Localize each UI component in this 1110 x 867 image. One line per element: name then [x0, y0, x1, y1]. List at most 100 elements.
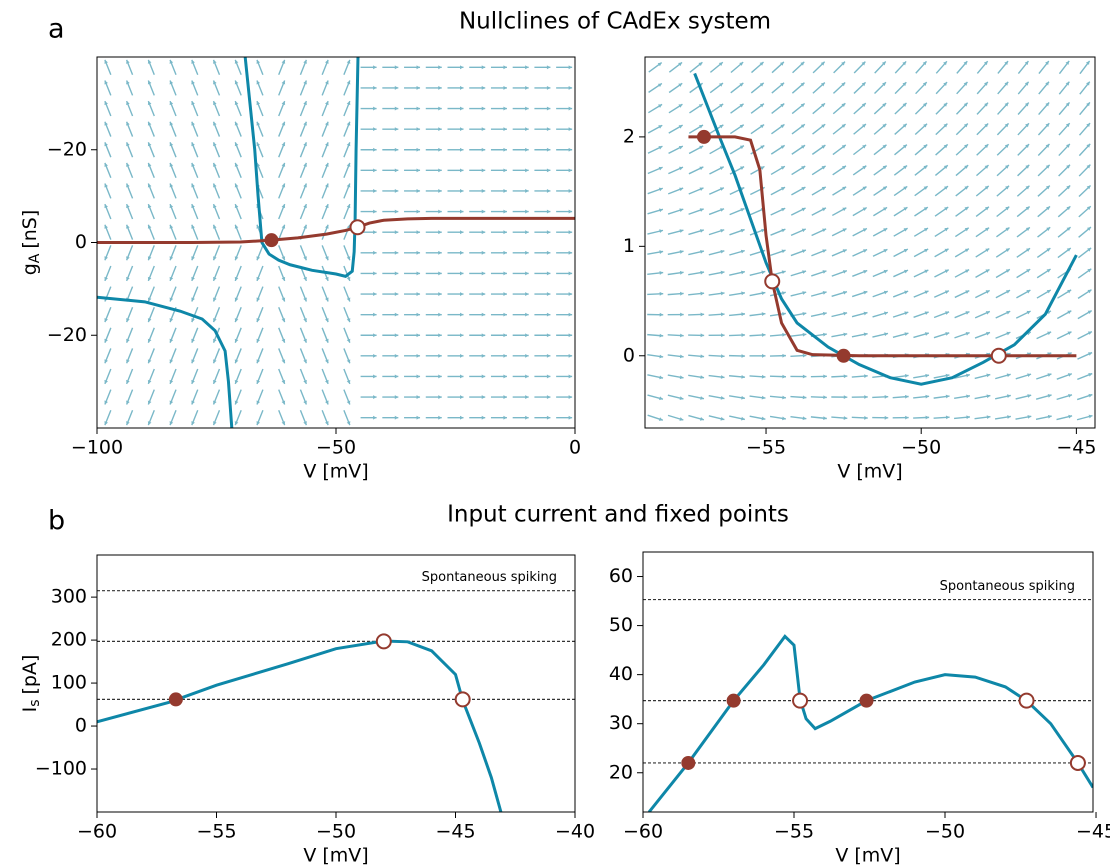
field-arrowhead [416, 395, 421, 400]
field-arrowhead [782, 416, 786, 421]
field-arrowhead [1047, 373, 1052, 377]
field-arrowhead [438, 209, 442, 214]
x-tick-label: −45 [435, 821, 475, 843]
field-arrowhead [719, 103, 724, 108]
field-arrowhead [346, 338, 351, 343]
unstable-point [764, 273, 781, 290]
field-arrowhead [658, 125, 663, 129]
field-arrowhead [679, 187, 684, 192]
field-arrowhead [985, 248, 990, 253]
field-arrowhead [416, 415, 421, 420]
field-arrowhead [801, 249, 806, 254]
x-tick-label: −50 [316, 821, 356, 843]
field-arrowhead [303, 224, 307, 229]
field-arrowhead [1065, 60, 1070, 65]
field-arrowhead [984, 81, 988, 86]
x-axis-label: V [mV] [835, 845, 900, 867]
field-arrowhead [191, 121, 195, 126]
field-arrowhead [481, 85, 486, 90]
field-arrowhead [863, 311, 868, 316]
field-arrowhead [699, 208, 704, 212]
field-arrowhead [394, 415, 399, 420]
field-arrowhead [394, 189, 399, 193]
field-arrowhead [1025, 206, 1030, 211]
field-arrowhead [659, 312, 664, 317]
y-tick-label: −20 [47, 324, 87, 346]
field-arrowhead [1046, 269, 1051, 273]
field-arrowhead [1045, 102, 1050, 107]
field-arrowhead [525, 353, 529, 358]
field-arrowhead [481, 189, 486, 193]
field-arrowhead [438, 168, 442, 173]
field-arrowhead [373, 230, 377, 235]
field-arrowhead [303, 204, 307, 209]
field-arrowhead [1046, 289, 1051, 294]
field-arrowhead [546, 415, 551, 420]
field-arrowhead [659, 333, 664, 338]
field-arrowhead [373, 374, 377, 379]
field-arrowhead [700, 333, 705, 338]
field-arrowhead [281, 121, 286, 126]
field-arrowhead [546, 312, 551, 317]
field-arrowhead [965, 269, 970, 273]
field-arrowhead [481, 333, 486, 338]
field-arrowhead [1006, 290, 1011, 294]
field-arrowhead [281, 224, 286, 229]
x-tick-label: −45 [1076, 821, 1110, 843]
field-arrowhead [234, 80, 239, 85]
field-arrowhead [720, 270, 725, 275]
field-arrowhead [782, 353, 786, 358]
field-arrowhead [213, 359, 217, 364]
field-arrowhead [281, 183, 286, 188]
field-arrowhead [325, 101, 329, 106]
field-arrowhead [903, 228, 908, 232]
field-arrowhead [1026, 290, 1031, 294]
field-arrowhead [1004, 81, 1009, 86]
axes-frame [96, 554, 576, 813]
field-arrowhead [1067, 310, 1072, 315]
field-arrowhead [843, 311, 848, 316]
field-arrowhead [679, 270, 684, 275]
y-tick-label: 2 [623, 125, 635, 147]
field-arrowhead [394, 168, 399, 173]
field-arrowhead [720, 354, 725, 359]
field-arrowhead [945, 373, 950, 378]
field-arrowhead [679, 417, 684, 421]
field-arrowhead [720, 229, 725, 233]
field-arrowhead [904, 290, 909, 295]
field-arrowhead [346, 318, 351, 323]
field-arrowhead [346, 276, 351, 281]
field-arrowhead [781, 228, 786, 233]
field-arrowhead [823, 374, 827, 379]
field-arrowhead [1086, 123, 1091, 128]
x-axis-label: V [mV] [303, 845, 368, 867]
field-arrowhead [759, 103, 764, 108]
field-arrowhead [883, 228, 888, 232]
field-arrowhead [104, 379, 108, 384]
field-arrowhead [1005, 164, 1009, 169]
field-arrowhead [191, 101, 195, 106]
y-tick-label: −100 [35, 758, 87, 780]
field-arrowhead [234, 121, 239, 126]
field-arrowhead [1004, 123, 1009, 128]
field-arrowhead [256, 379, 261, 384]
y-label-sub: s [27, 699, 43, 706]
field-arrowhead [525, 65, 529, 70]
x-tick-label: −50 [925, 821, 965, 843]
y-tick-label: 60 [609, 565, 633, 587]
field-arrowhead [525, 209, 529, 214]
field-arrowhead [822, 249, 827, 253]
field-arrowhead [303, 338, 307, 343]
axes-frame [644, 56, 1096, 429]
field-arrowhead [394, 374, 399, 379]
field-arrowhead [964, 165, 969, 169]
field-arrowhead [416, 189, 421, 193]
field-arrowhead [394, 395, 399, 400]
field-arrowhead [459, 147, 464, 152]
field-arrowhead [720, 249, 725, 254]
field-arrowhead [659, 354, 664, 359]
field-arrowhead [459, 395, 464, 400]
field-arrowhead [802, 374, 807, 379]
field-arrowhead [659, 291, 664, 296]
field-arrowhead [525, 189, 529, 193]
